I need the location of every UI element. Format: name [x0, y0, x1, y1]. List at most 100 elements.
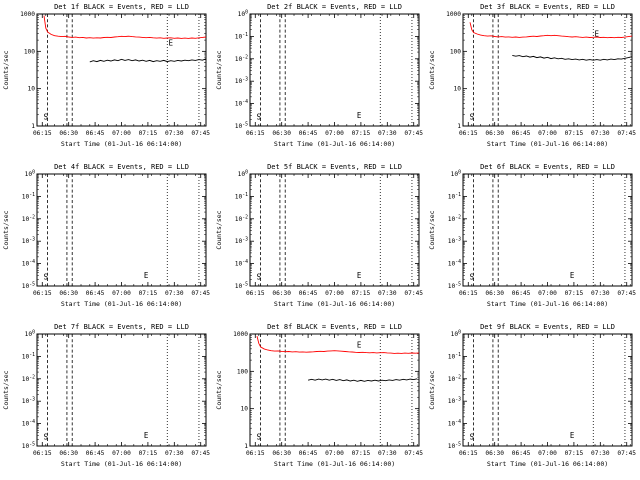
svg-text:Start Time (01-Jul-16 06:14:00: Start Time (01-Jul-16 06:14:00): [61, 300, 182, 308]
svg-text:07:15: 07:15: [139, 130, 158, 137]
svg-text:07:30: 07:30: [378, 290, 397, 297]
svg-text:Start Time (01-Jul-16 06:14:00: Start Time (01-Jul-16 06:14:00): [274, 300, 395, 308]
svg-text:06:15: 06:15: [33, 290, 52, 297]
svg-text:07:00: 07:00: [325, 450, 344, 457]
svg-text:Det 7f BLACK = Events, RED = L: Det 7f BLACK = Events, RED = LLD: [54, 323, 189, 331]
svg-text:06:30: 06:30: [485, 130, 504, 137]
svg-text:10-3: 10-3: [22, 397, 35, 406]
svg-text:100: 100: [237, 368, 248, 375]
svg-text:06:45: 06:45: [86, 450, 105, 457]
svg-text:07:00: 07:00: [112, 130, 131, 137]
svg-text:07:15: 07:15: [352, 290, 371, 297]
svg-text:07:30: 07:30: [378, 130, 397, 137]
svg-text:10-4: 10-4: [235, 99, 248, 108]
svg-text:1: 1: [31, 123, 35, 130]
svg-text:E: E: [357, 340, 362, 349]
svg-text:10-5: 10-5: [448, 442, 461, 451]
svg-text:07:15: 07:15: [352, 450, 371, 457]
svg-text:Det 8f BLACK = Events, RED = L: Det 8f BLACK = Events, RED = LLD: [267, 323, 402, 331]
svg-text:Det 5f BLACK = Events, RED = L: Det 5f BLACK = Events, RED = LLD: [267, 163, 402, 171]
svg-text:1000: 1000: [20, 11, 35, 18]
svg-text:07:30: 07:30: [165, 450, 184, 457]
svg-text:1000: 1000: [446, 11, 461, 18]
svg-text:E: E: [144, 431, 149, 440]
svg-text:07:45: 07:45: [191, 450, 210, 457]
svg-text:S: S: [470, 432, 475, 441]
svg-text:10-2: 10-2: [22, 214, 35, 223]
plot-svg-det-3f: Det 3f BLACK = Events, RED = LLD 06:15 06:…: [428, 3, 636, 148]
svg-text:07:30: 07:30: [591, 290, 610, 297]
svg-text:07:45: 07:45: [617, 290, 636, 297]
svg-text:E: E: [144, 271, 149, 280]
svg-text:10-1: 10-1: [22, 192, 35, 201]
svg-text:10-1: 10-1: [235, 192, 248, 201]
svg-text:100: 100: [238, 10, 248, 19]
plot-svg-det-2f: Det 2f BLACK = Events, RED = LLD 06:15 06:…: [215, 3, 423, 148]
svg-text:Start Time (01-Jul-16 06:14:00: Start Time (01-Jul-16 06:14:00): [487, 300, 608, 308]
svg-text:Det 3f BLACK = Events, RED = L: Det 3f BLACK = Events, RED = LLD: [480, 3, 615, 11]
svg-text:10: 10: [241, 406, 249, 413]
svg-text:Counts/sec: Counts/sec: [2, 50, 10, 89]
svg-text:06:30: 06:30: [272, 130, 291, 137]
svg-text:100: 100: [451, 170, 461, 179]
svg-text:06:45: 06:45: [299, 130, 318, 137]
svg-text:S: S: [44, 432, 49, 441]
svg-text:100: 100: [25, 170, 35, 179]
svg-text:10-2: 10-2: [448, 374, 461, 383]
svg-text:Counts/sec: Counts/sec: [428, 210, 436, 249]
plot-svg-det-8f: Det 8f BLACK = Events, RED = LLD 06:15 06:…: [215, 323, 423, 468]
svg-text:07:30: 07:30: [378, 450, 397, 457]
svg-text:100: 100: [450, 48, 461, 55]
svg-text:Start Time (01-Jul-16 06:14:00: Start Time (01-Jul-16 06:14:00): [274, 460, 395, 468]
svg-text:10-5: 10-5: [235, 282, 248, 291]
detector-panel-1: Det 1f BLACK = Events, RED = LLD 06:15 06:…: [0, 0, 213, 160]
svg-text:06:15: 06:15: [459, 130, 478, 137]
svg-text:S: S: [257, 112, 262, 121]
svg-text:06:45: 06:45: [512, 130, 531, 137]
svg-text:07:45: 07:45: [191, 290, 210, 297]
svg-text:07:45: 07:45: [404, 450, 423, 457]
plot-svg-det-9f: Det 9f BLACK = Events, RED = LLD 06:15 06:…: [428, 323, 636, 468]
detector-panel-3: Det 3f BLACK = Events, RED = LLD 06:15 06:…: [426, 0, 639, 160]
plot-svg-det-1f: Det 1f BLACK = Events, RED = LLD 06:15 06:…: [2, 3, 210, 148]
svg-text:Det 9f BLACK = Events, RED = L: Det 9f BLACK = Events, RED = LLD: [480, 323, 615, 331]
svg-text:Counts/sec: Counts/sec: [215, 370, 223, 409]
detector-panel-9: Det 9f BLACK = Events, RED = LLD 06:15 06:…: [426, 320, 639, 480]
svg-text:E: E: [595, 29, 600, 38]
svg-text:06:30: 06:30: [272, 450, 291, 457]
svg-text:10-3: 10-3: [448, 397, 461, 406]
svg-text:06:30: 06:30: [272, 290, 291, 297]
svg-text:Start Time (01-Jul-16 06:14:00: Start Time (01-Jul-16 06:14:00): [487, 140, 608, 148]
svg-text:07:00: 07:00: [538, 450, 557, 457]
plot-svg-det-5f: Det 5f BLACK = Events, RED = LLD 06:15 06:…: [215, 163, 423, 308]
svg-text:07:00: 07:00: [325, 130, 344, 137]
svg-text:07:15: 07:15: [139, 290, 158, 297]
svg-text:10-1: 10-1: [22, 352, 35, 361]
svg-text:06:15: 06:15: [33, 130, 52, 137]
detector-panel-4: Det 4f BLACK = Events, RED = LLD 06:15 06:…: [0, 160, 213, 320]
svg-text:Counts/sec: Counts/sec: [428, 370, 436, 409]
svg-text:Counts/sec: Counts/sec: [2, 370, 10, 409]
svg-text:E: E: [570, 271, 575, 280]
svg-text:1: 1: [457, 123, 461, 130]
svg-text:E: E: [169, 38, 174, 47]
svg-text:07:00: 07:00: [112, 450, 131, 457]
svg-text:Start Time (01-Jul-16 06:14:00: Start Time (01-Jul-16 06:14:00): [274, 140, 395, 148]
detector-panel-8: Det 8f BLACK = Events, RED = LLD 06:15 06:…: [213, 320, 426, 480]
svg-text:06:15: 06:15: [459, 290, 478, 297]
svg-text:10-5: 10-5: [235, 122, 248, 131]
svg-text:S: S: [470, 272, 475, 281]
svg-text:1000: 1000: [233, 331, 248, 338]
svg-text:07:00: 07:00: [538, 290, 557, 297]
svg-text:10: 10: [454, 86, 462, 93]
svg-text:06:15: 06:15: [33, 450, 52, 457]
svg-text:07:00: 07:00: [325, 290, 344, 297]
svg-text:07:15: 07:15: [139, 450, 158, 457]
svg-text:07:45: 07:45: [191, 130, 210, 137]
svg-text:06:45: 06:45: [86, 290, 105, 297]
svg-text:10-3: 10-3: [235, 77, 248, 86]
svg-text:06:30: 06:30: [485, 450, 504, 457]
svg-text:10-4: 10-4: [448, 259, 461, 268]
svg-text:07:30: 07:30: [165, 290, 184, 297]
